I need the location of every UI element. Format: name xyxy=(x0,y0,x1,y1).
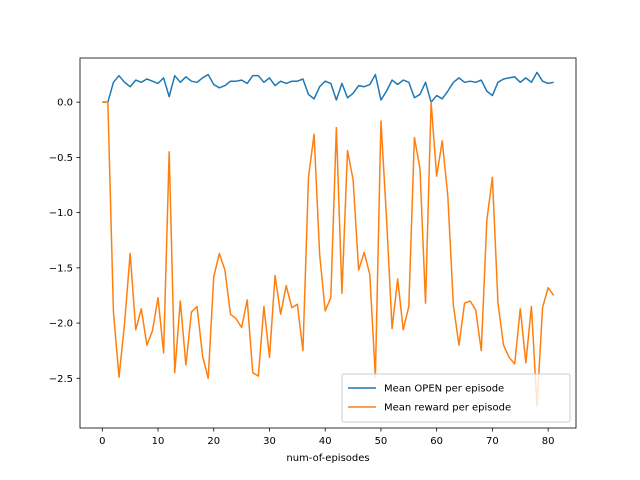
series-line-1 xyxy=(102,101,555,407)
x-tick-label: 20 xyxy=(207,436,220,447)
x-tick-label: 40 xyxy=(319,436,332,447)
x-tick-label: 30 xyxy=(263,436,276,447)
series-line-0 xyxy=(102,71,554,103)
y-tick-label: −1.5 xyxy=(49,263,73,274)
y-tick-label: −0.5 xyxy=(49,153,73,164)
axes-frame xyxy=(79,57,577,429)
x-tick-label: 0 xyxy=(99,436,105,447)
legend-box xyxy=(341,373,571,423)
x-tick-label: 10 xyxy=(152,436,165,447)
y-tick-label: 0.0 xyxy=(57,98,73,109)
x-tick-label: 50 xyxy=(375,436,388,447)
x-tick-label: 70 xyxy=(486,436,499,447)
axes: 0 10 20 30 40 50 60 70 80 0.0 −0.5 −1.0 −1.5 −2.0 −2.5 xyxy=(49,57,577,447)
legend-label-open: Mean OPEN per episode xyxy=(384,384,504,395)
legend-label-reward: Mean reward per episode xyxy=(384,403,511,414)
x-axis-label: num-of-episodes xyxy=(286,453,369,464)
y-tick-label: −2.0 xyxy=(49,319,73,330)
x-tick-label: 80 xyxy=(542,436,555,447)
legend: Mean OPEN per episode Mean reward per ep… xyxy=(341,373,571,423)
x-tick-label: 60 xyxy=(430,436,443,447)
plot-area xyxy=(102,71,555,407)
y-tick-label: −1.0 xyxy=(49,208,73,219)
y-tick-label: −2.5 xyxy=(49,374,73,385)
